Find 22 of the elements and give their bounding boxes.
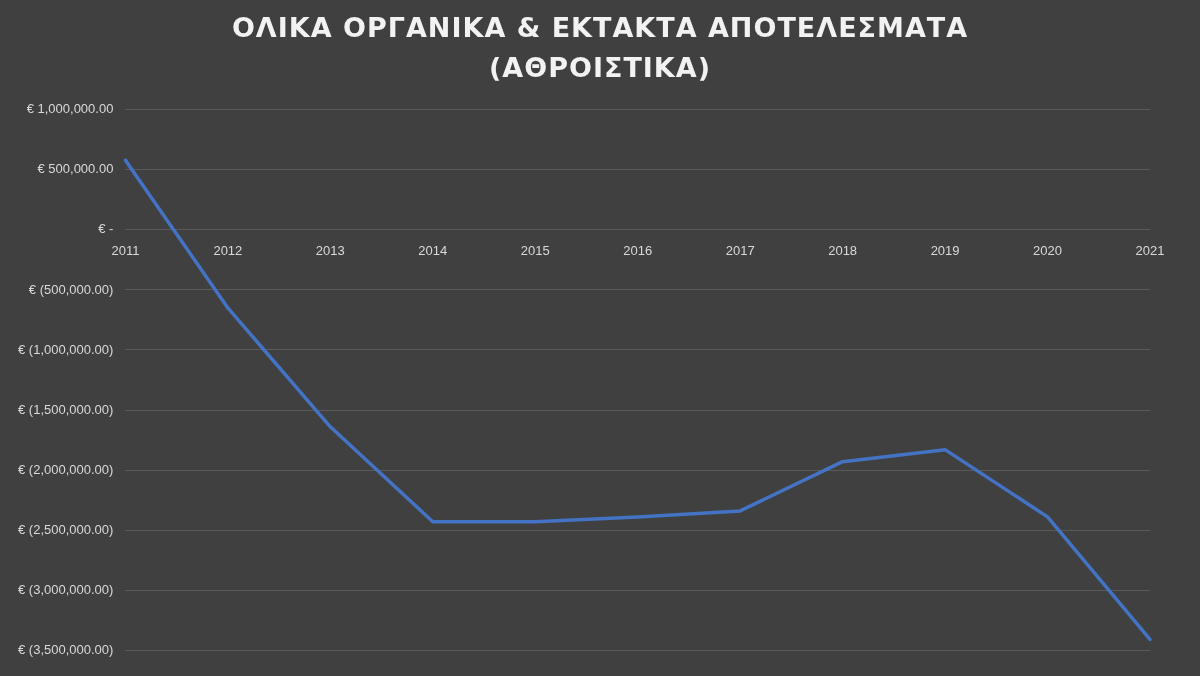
x-tick-label: 2018 <box>828 243 858 259</box>
y-tick-label: € 500,000.00 <box>37 161 114 177</box>
y-tick-label: € - <box>98 221 114 237</box>
x-tick-label: 2019 <box>930 243 960 259</box>
y-tick-label: € (500,000.00) <box>28 281 114 297</box>
x-tick-label: 2011 <box>111 243 140 259</box>
x-tick-label: 2015 <box>520 243 550 259</box>
x-tick-label: 2020 <box>1033 243 1062 259</box>
x-tick-label: 2012 <box>213 243 243 259</box>
y-tick-label: € (1,500,000.00) <box>18 401 114 417</box>
x-tick-label: 2014 <box>418 243 448 259</box>
y-tick-label: € (1,000,000.00) <box>18 341 114 357</box>
y-tick-label: € 1,000,000.00 <box>26 101 114 117</box>
y-tick-label: € (3,500,000.00) <box>18 641 114 657</box>
x-tick-label: 2013 <box>315 243 345 259</box>
y-tick-label: € (3,000,000.00) <box>18 581 114 597</box>
x-tick-label: 2017 <box>725 243 755 259</box>
x-tick-label: 2021 <box>1135 243 1165 259</box>
y-tick-label: € (2,000,000.00) <box>18 461 114 477</box>
y-tick-label: € (2,500,000.00) <box>18 521 114 537</box>
chart-title: ΟΛΙΚΑ ΟΡΓΑΝΙΚΑ & ΕΚΤΑΚΤΑ ΑΠΟΤΕΛΕΣΜΑΤΑ (ΑΘΡΟΙΣΤΙΚΑ) <box>230 11 970 85</box>
x-tick-label: 2016 <box>623 243 653 259</box>
